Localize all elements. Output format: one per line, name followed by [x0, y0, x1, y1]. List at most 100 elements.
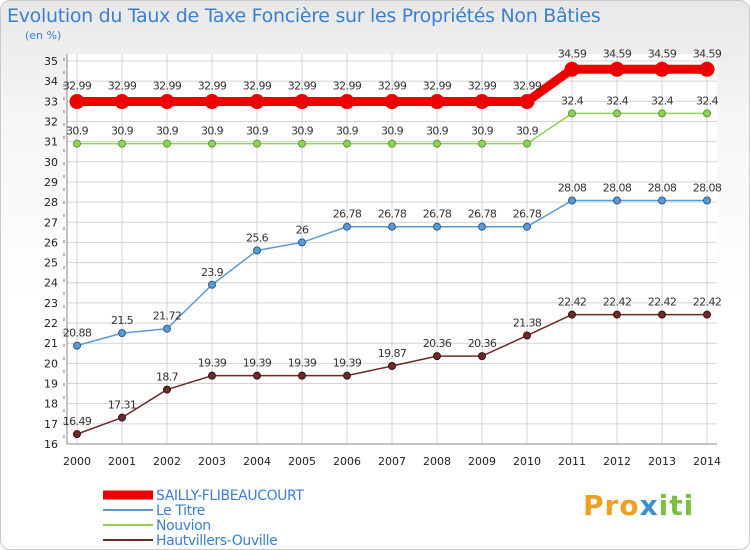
y-tick-label: 27 — [44, 216, 58, 229]
data-point — [249, 94, 265, 110]
data-label: 30.9 — [471, 125, 494, 138]
data-label: 30.9 — [66, 125, 89, 138]
data-point — [163, 139, 171, 148]
y-tick-label: 20 — [44, 357, 58, 370]
logo-part-1: Pro — [583, 489, 640, 522]
data-point — [388, 222, 396, 231]
data-label: 28.08 — [603, 181, 632, 194]
x-tick-label: 2004 — [243, 455, 271, 468]
data-label: 30.9 — [201, 125, 224, 138]
data-point — [298, 371, 306, 380]
data-point — [654, 61, 670, 77]
legend-label: Hautvillers-Ouville — [156, 533, 277, 549]
data-point — [384, 94, 400, 110]
data-point — [433, 222, 441, 231]
data-point — [343, 222, 351, 231]
legend-label: Le Titre — [156, 503, 205, 519]
data-point — [73, 430, 81, 439]
data-point — [699, 61, 715, 77]
data-label: 19.39 — [333, 357, 362, 370]
x-tick-label: 2000 — [63, 455, 91, 468]
data-point — [208, 280, 216, 289]
data-point — [163, 385, 171, 394]
data-label: 34.59 — [603, 47, 632, 60]
data-point — [339, 94, 355, 110]
data-point — [523, 222, 531, 231]
data-point — [609, 61, 625, 77]
data-point — [478, 222, 486, 231]
data-label: 32.99 — [513, 80, 542, 93]
x-tick-label: 2005 — [288, 455, 316, 468]
data-point — [73, 139, 81, 148]
x-tick-label: 2002 — [153, 455, 181, 468]
data-label: 32.99 — [378, 80, 407, 93]
y-tick-label: 18 — [44, 398, 58, 411]
data-point — [204, 94, 220, 110]
data-point — [118, 329, 126, 338]
data-label: 26.78 — [333, 208, 362, 221]
data-label: 32.4 — [696, 94, 719, 107]
data-label: 32.99 — [63, 80, 92, 93]
data-label: 20.36 — [423, 337, 452, 350]
data-label: 26 — [296, 223, 309, 236]
data-point — [613, 310, 621, 319]
data-point — [163, 324, 171, 333]
data-label: 25.6 — [246, 231, 269, 244]
data-label: 26.78 — [378, 208, 407, 221]
y-tick-label: 17 — [44, 418, 58, 431]
data-label: 17.31 — [108, 399, 137, 412]
y-tick-label: 30 — [44, 156, 58, 169]
data-point — [523, 139, 531, 148]
data-label: 20.36 — [468, 337, 497, 350]
data-label: 21.5 — [111, 314, 134, 327]
y-tick-label: 24 — [44, 277, 58, 290]
data-label: 34.59 — [648, 47, 677, 60]
data-point — [568, 196, 576, 205]
data-point — [343, 139, 351, 148]
data-label: 22.42 — [693, 296, 722, 309]
x-tick-label: 2010 — [513, 455, 541, 468]
data-label: 30.9 — [426, 125, 449, 138]
data-point — [253, 139, 261, 148]
data-label: 34.59 — [558, 47, 587, 60]
data-point — [298, 139, 306, 148]
data-label: 30.9 — [381, 125, 404, 138]
data-point — [433, 352, 441, 361]
data-point — [703, 109, 711, 118]
data-label: 16.49 — [63, 415, 92, 428]
x-tick-label: 2007 — [378, 455, 406, 468]
x-tick-label: 2003 — [198, 455, 226, 468]
data-point — [294, 94, 310, 110]
data-point — [253, 371, 261, 380]
x-tick-label: 2013 — [648, 455, 676, 468]
data-point — [388, 361, 396, 370]
data-point — [568, 310, 576, 319]
data-point — [208, 139, 216, 148]
data-point — [564, 61, 580, 77]
y-tick-label: 32 — [44, 115, 58, 128]
data-label: 32.99 — [468, 80, 497, 93]
x-tick-label: 2012 — [603, 455, 631, 468]
data-point — [69, 94, 85, 110]
y-tick-label: 19 — [44, 378, 58, 391]
data-label: 32.4 — [606, 94, 629, 107]
data-point — [429, 94, 445, 110]
y-tick-label: 33 — [44, 95, 58, 108]
data-label: 19.87 — [378, 347, 407, 360]
data-point — [253, 246, 261, 255]
y-tick-label: 26 — [44, 236, 58, 249]
data-point — [658, 109, 666, 118]
data-point — [703, 196, 711, 205]
data-label: 32.99 — [108, 80, 137, 93]
data-label: 32.4 — [651, 94, 674, 107]
data-label: 19.39 — [243, 357, 272, 370]
data-label: 32.99 — [243, 80, 272, 93]
data-point — [703, 310, 711, 319]
data-label: 30.9 — [156, 125, 179, 138]
y-axis-unit-label: (en %) — [25, 29, 62, 42]
data-point — [208, 371, 216, 380]
data-label: 34.59 — [693, 47, 722, 60]
legend-label: Nouvion — [156, 518, 211, 534]
data-label: 32.99 — [288, 80, 317, 93]
